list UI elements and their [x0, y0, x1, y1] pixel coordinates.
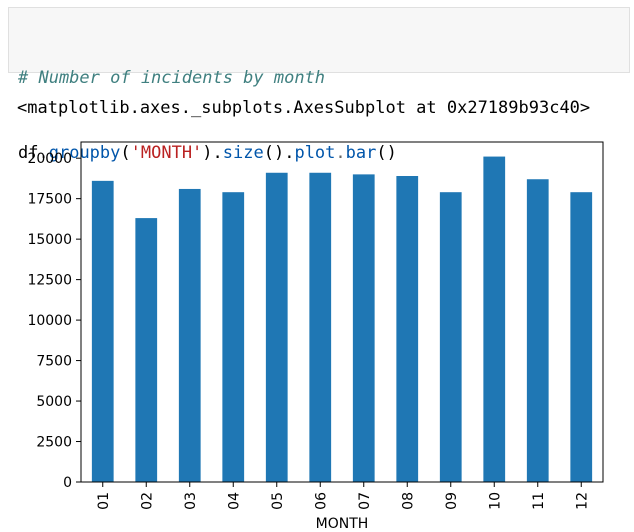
x-tick-label: 07: [357, 492, 373, 510]
bar: [135, 218, 158, 482]
code-token: df: [18, 143, 39, 163]
code-token: .: [38, 143, 49, 163]
code-token: ().: [263, 143, 295, 163]
code-token: (: [120, 143, 131, 163]
bar: [526, 179, 549, 482]
y-tick-label: 10000: [27, 313, 72, 329]
bar: [483, 156, 506, 483]
code-comment: # Number of incidents by month: [18, 68, 326, 88]
code-cell[interactable]: # Number of incidents by month df.groupb…: [8, 7, 630, 163]
code-token: size: [222, 143, 264, 163]
bar-chart: 0 2500 5000 7500 10000 12500 15000 17500 20000 01…: [27, 141, 604, 532]
x-tick-label: 10: [487, 492, 503, 510]
code-token: ).: [202, 143, 223, 163]
code-line: df.groupby('MONTH').size().plot.bar(): [18, 141, 629, 166]
x-tick-label: 12: [574, 492, 590, 510]
bar: [309, 172, 332, 482]
y-tick-label: 20000: [27, 151, 72, 167]
code-token: plot: [294, 143, 336, 163]
y-tick-label: 12500: [27, 273, 72, 289]
code-token: .: [335, 143, 346, 163]
bar: [352, 174, 375, 482]
bar: [396, 176, 419, 482]
code-token: 'MONTH': [130, 143, 203, 163]
bar: [91, 180, 114, 482]
bar: [570, 192, 593, 482]
bar: [265, 172, 288, 482]
y-tick-label: 17500: [27, 192, 72, 208]
bar: [222, 192, 245, 482]
code-token: (): [376, 143, 397, 163]
y-tick-label: 7500: [36, 354, 72, 370]
x-tick-label: 08: [400, 492, 416, 510]
x-tick-label: 04: [226, 492, 242, 510]
x-tick-label: 03: [183, 492, 199, 510]
y-tick-label: 2500: [36, 435, 72, 451]
code-token: bar: [345, 143, 377, 163]
x-tick-label: 01: [96, 492, 112, 510]
x-tick-label: 06: [313, 492, 329, 510]
axes-frame: [80, 141, 604, 483]
x-tick-label: 09: [444, 492, 460, 510]
y-tick-label: 5000: [36, 394, 72, 410]
cell-output-repr: <matplotlib.axes._subplots.AxesSubplot a…: [17, 98, 591, 118]
bar: [178, 188, 201, 482]
x-tick-label: 05: [270, 492, 286, 510]
x-axis-label: MONTH: [316, 516, 369, 532]
code-token: groupby: [48, 143, 121, 163]
y-tick-label: 0: [63, 475, 72, 491]
x-tick-label: 02: [139, 492, 155, 510]
bar: [439, 192, 462, 482]
y-tick-label: 15000: [27, 232, 72, 248]
x-tick-label: 11: [531, 492, 547, 510]
